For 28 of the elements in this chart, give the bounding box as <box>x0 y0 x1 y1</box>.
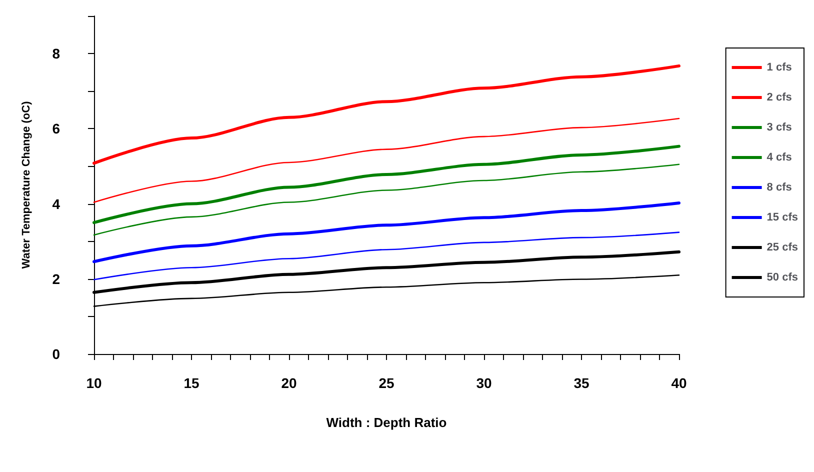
y-tick-label: 4 <box>52 196 60 212</box>
x-tick-label: 25 <box>378 375 394 391</box>
y-tick-label: 8 <box>52 46 60 62</box>
legend-label: 3 cfs <box>766 122 792 134</box>
x-tick-label: 15 <box>184 375 200 391</box>
legend-label: 50 cfs <box>766 272 798 284</box>
line-series <box>93 232 680 280</box>
legend-label: 25 cfs <box>766 242 798 254</box>
line-series <box>92 64 680 165</box>
legend-label: 8 cfs <box>766 182 792 194</box>
y-axis-title: Water Temperature Change (oC) <box>20 100 32 269</box>
line-series <box>93 118 680 203</box>
x-tick-label: 35 <box>574 375 590 391</box>
line-series <box>93 164 680 236</box>
y-tick-label: 0 <box>52 346 60 362</box>
legend-label: 4 cfs <box>766 152 792 164</box>
legend-label: 1 cfs <box>766 62 792 74</box>
line-series <box>92 202 680 264</box>
legend-label: 15 cfs <box>766 212 798 224</box>
legend-label: 2 cfs <box>766 92 792 104</box>
y-tick-label: 2 <box>52 270 60 287</box>
x-tick-label: 40 <box>671 375 687 391</box>
y-tick-label: 6 <box>52 120 60 137</box>
x-tick-label: 20 <box>281 375 297 391</box>
line-series <box>92 144 680 224</box>
x-tick-label: 10 <box>86 375 102 391</box>
x-axis-title: Width : Depth Ratio <box>326 415 447 430</box>
x-tick-label: 30 <box>476 375 492 391</box>
